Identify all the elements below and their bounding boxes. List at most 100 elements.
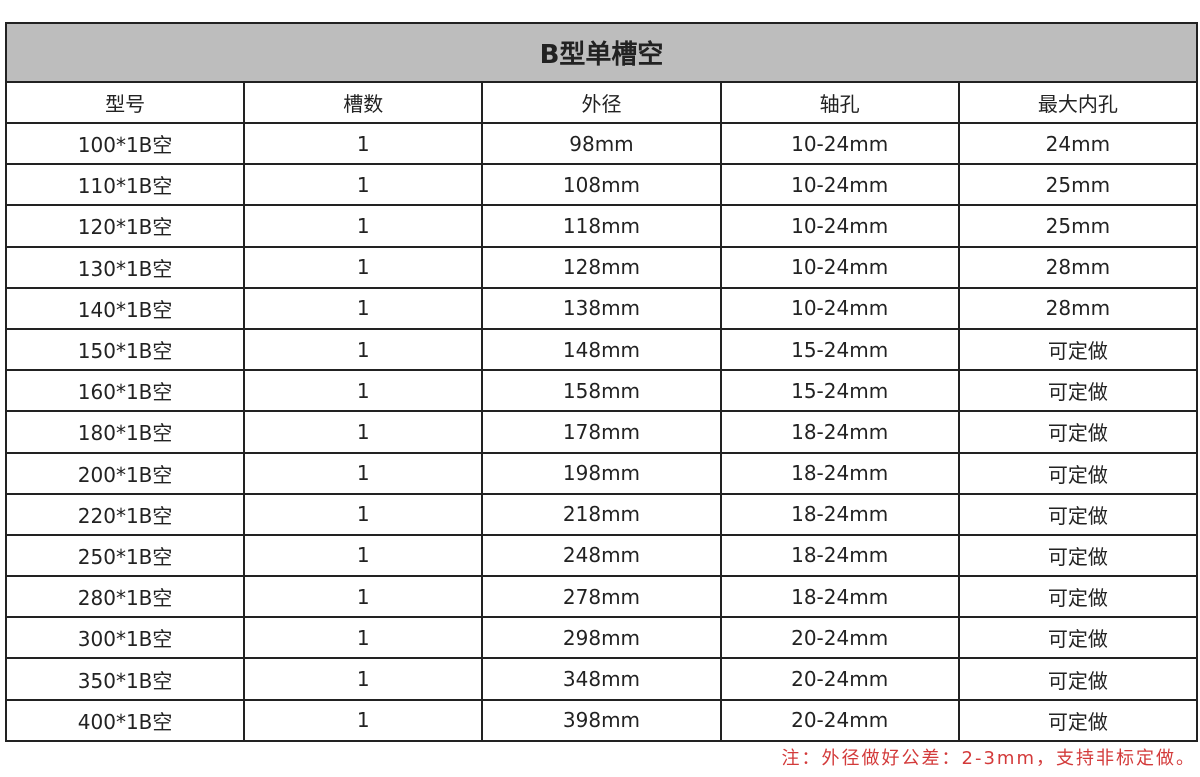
cell-model: 350*1B空 <box>4 657 246 701</box>
cell-model: 100*1B空 <box>4 121 246 166</box>
cell-outer-diameter: 348mm <box>481 657 722 701</box>
column-header-max-bore: 最大内孔 <box>957 81 1199 124</box>
cell-model: 250*1B空 <box>4 533 246 578</box>
cell-slots: 1 <box>243 286 484 330</box>
cell-shaft-hole: 18-24mm <box>719 492 960 536</box>
table-row: 300*1B空 1 298mm 20-24mm 可定做 <box>4 616 1199 660</box>
table-row: 350*1B空 1 348mm 20-24mm 可定做 <box>4 657 1199 701</box>
cell-shaft-hole: 10-24mm <box>719 163 960 207</box>
table-body: 100*1B空 1 98mm 10-24mm 24mm 110*1B空 1 108mm 10-2… <box>4 121 1199 742</box>
cell-outer-diameter: 218mm <box>481 492 722 536</box>
cell-max-bore: 25mm <box>957 163 1199 207</box>
cell-max-bore: 可定做 <box>957 533 1199 578</box>
cell-shaft-hole: 10-24mm <box>719 286 960 330</box>
table-row: 130*1B空 1 128mm 10-24mm 28mm <box>4 245 1199 289</box>
cell-outer-diameter: 198mm <box>481 451 722 495</box>
column-header-model: 型号 <box>4 81 246 124</box>
column-header-outer-diameter: 外径 <box>481 81 722 124</box>
table-row: 110*1B空 1 108mm 10-24mm 25mm <box>4 163 1199 207</box>
table-row: 150*1B空 1 148mm 15-24mm 可定做 <box>4 327 1199 372</box>
cell-model: 400*1B空 <box>4 698 246 742</box>
cell-slots: 1 <box>243 492 484 536</box>
cell-model: 280*1B空 <box>4 575 246 619</box>
table-row: 250*1B空 1 248mm 18-24mm 可定做 <box>4 533 1199 578</box>
cell-max-bore: 可定做 <box>957 616 1199 660</box>
table-row: 200*1B空 1 198mm 18-24mm 可定做 <box>4 451 1199 495</box>
table-row: 140*1B空 1 138mm 10-24mm 28mm <box>4 286 1199 330</box>
cell-model: 150*1B空 <box>4 327 246 372</box>
cell-model: 200*1B空 <box>4 451 246 495</box>
cell-max-bore: 28mm <box>957 245 1199 289</box>
cell-outer-diameter: 118mm <box>481 204 722 248</box>
cell-slots: 1 <box>243 245 484 289</box>
footnote: 注：外径做好公差：2-3mm，支持非标定做。 <box>781 748 1196 769</box>
cell-shaft-hole: 20-24mm <box>719 616 960 660</box>
cell-max-bore: 28mm <box>957 286 1199 330</box>
cell-model: 110*1B空 <box>4 163 246 207</box>
column-header-shaft-hole: 轴孔 <box>719 81 960 124</box>
column-header-slots: 槽数 <box>243 81 484 124</box>
cell-model: 180*1B空 <box>4 410 246 454</box>
cell-shaft-hole: 15-24mm <box>719 327 960 372</box>
cell-model: 160*1B空 <box>4 369 246 413</box>
cell-outer-diameter: 108mm <box>481 163 722 207</box>
cell-max-bore: 25mm <box>957 204 1199 248</box>
cell-slots: 1 <box>243 327 484 372</box>
cell-slots: 1 <box>243 204 484 248</box>
cell-slots: 1 <box>243 451 484 495</box>
header-row: 型号 槽数 外径 轴孔 最大内孔 <box>4 81 1199 124</box>
cell-slots: 1 <box>243 121 484 166</box>
table-row: 220*1B空 1 218mm 18-24mm 可定做 <box>4 492 1199 536</box>
cell-outer-diameter: 98mm <box>481 121 722 166</box>
table-row: 120*1B空 1 118mm 10-24mm 25mm <box>4 204 1199 248</box>
cell-outer-diameter: 158mm <box>481 369 722 413</box>
cell-shaft-hole: 10-24mm <box>719 204 960 248</box>
cell-max-bore: 可定做 <box>957 698 1199 742</box>
cell-shaft-hole: 20-24mm <box>719 698 960 742</box>
cell-outer-diameter: 278mm <box>481 575 722 619</box>
cell-slots: 1 <box>243 698 484 742</box>
cell-max-bore: 可定做 <box>957 410 1199 454</box>
cell-model: 120*1B空 <box>4 204 246 248</box>
cell-shaft-hole: 10-24mm <box>719 245 960 289</box>
cell-max-bore: 可定做 <box>957 657 1199 701</box>
cell-outer-diameter: 398mm <box>481 698 722 742</box>
cell-shaft-hole: 18-24mm <box>719 410 960 454</box>
cell-shaft-hole: 18-24mm <box>719 533 960 578</box>
cell-shaft-hole: 20-24mm <box>719 657 960 701</box>
cell-slots: 1 <box>243 369 484 413</box>
cell-model: 300*1B空 <box>4 616 246 660</box>
cell-slots: 1 <box>243 616 484 660</box>
cell-outer-diameter: 178mm <box>481 410 722 454</box>
cell-outer-diameter: 248mm <box>481 533 722 578</box>
cell-outer-diameter: 148mm <box>481 327 722 372</box>
table-row: 400*1B空 1 398mm 20-24mm 可定做 <box>4 698 1199 742</box>
cell-shaft-hole: 18-24mm <box>719 575 960 619</box>
cell-max-bore: 可定做 <box>957 369 1199 413</box>
cell-model: 140*1B空 <box>4 286 246 330</box>
cell-shaft-hole: 18-24mm <box>719 451 960 495</box>
cell-shaft-hole: 10-24mm <box>719 121 960 166</box>
cell-model: 220*1B空 <box>4 492 246 536</box>
cell-max-bore: 可定做 <box>957 451 1199 495</box>
cell-slots: 1 <box>243 575 484 619</box>
cell-model: 130*1B空 <box>4 245 246 289</box>
cell-slots: 1 <box>243 410 484 454</box>
cell-outer-diameter: 298mm <box>481 616 722 660</box>
table-row: 160*1B空 1 158mm 15-24mm 可定做 <box>4 369 1199 413</box>
spec-table: B型单槽空 型号 槽数 外径 轴孔 最大内孔 100*1B空 1 98mm 10-24mm 24… <box>4 22 1199 742</box>
cell-max-bore: 24mm <box>957 121 1199 166</box>
cell-shaft-hole: 15-24mm <box>719 369 960 413</box>
cell-outer-diameter: 128mm <box>481 245 722 289</box>
table-title: B型单槽空 <box>5 22 1198 83</box>
cell-outer-diameter: 138mm <box>481 286 722 330</box>
cell-slots: 1 <box>243 163 484 207</box>
table-row: 100*1B空 1 98mm 10-24mm 24mm <box>4 121 1199 166</box>
cell-max-bore: 可定做 <box>957 575 1199 619</box>
cell-slots: 1 <box>243 533 484 578</box>
cell-slots: 1 <box>243 657 484 701</box>
table-row: 180*1B空 1 178mm 18-24mm 可定做 <box>4 410 1199 454</box>
cell-max-bore: 可定做 <box>957 492 1199 536</box>
cell-max-bore: 可定做 <box>957 327 1199 372</box>
table-row: 280*1B空 1 278mm 18-24mm 可定做 <box>4 575 1199 619</box>
